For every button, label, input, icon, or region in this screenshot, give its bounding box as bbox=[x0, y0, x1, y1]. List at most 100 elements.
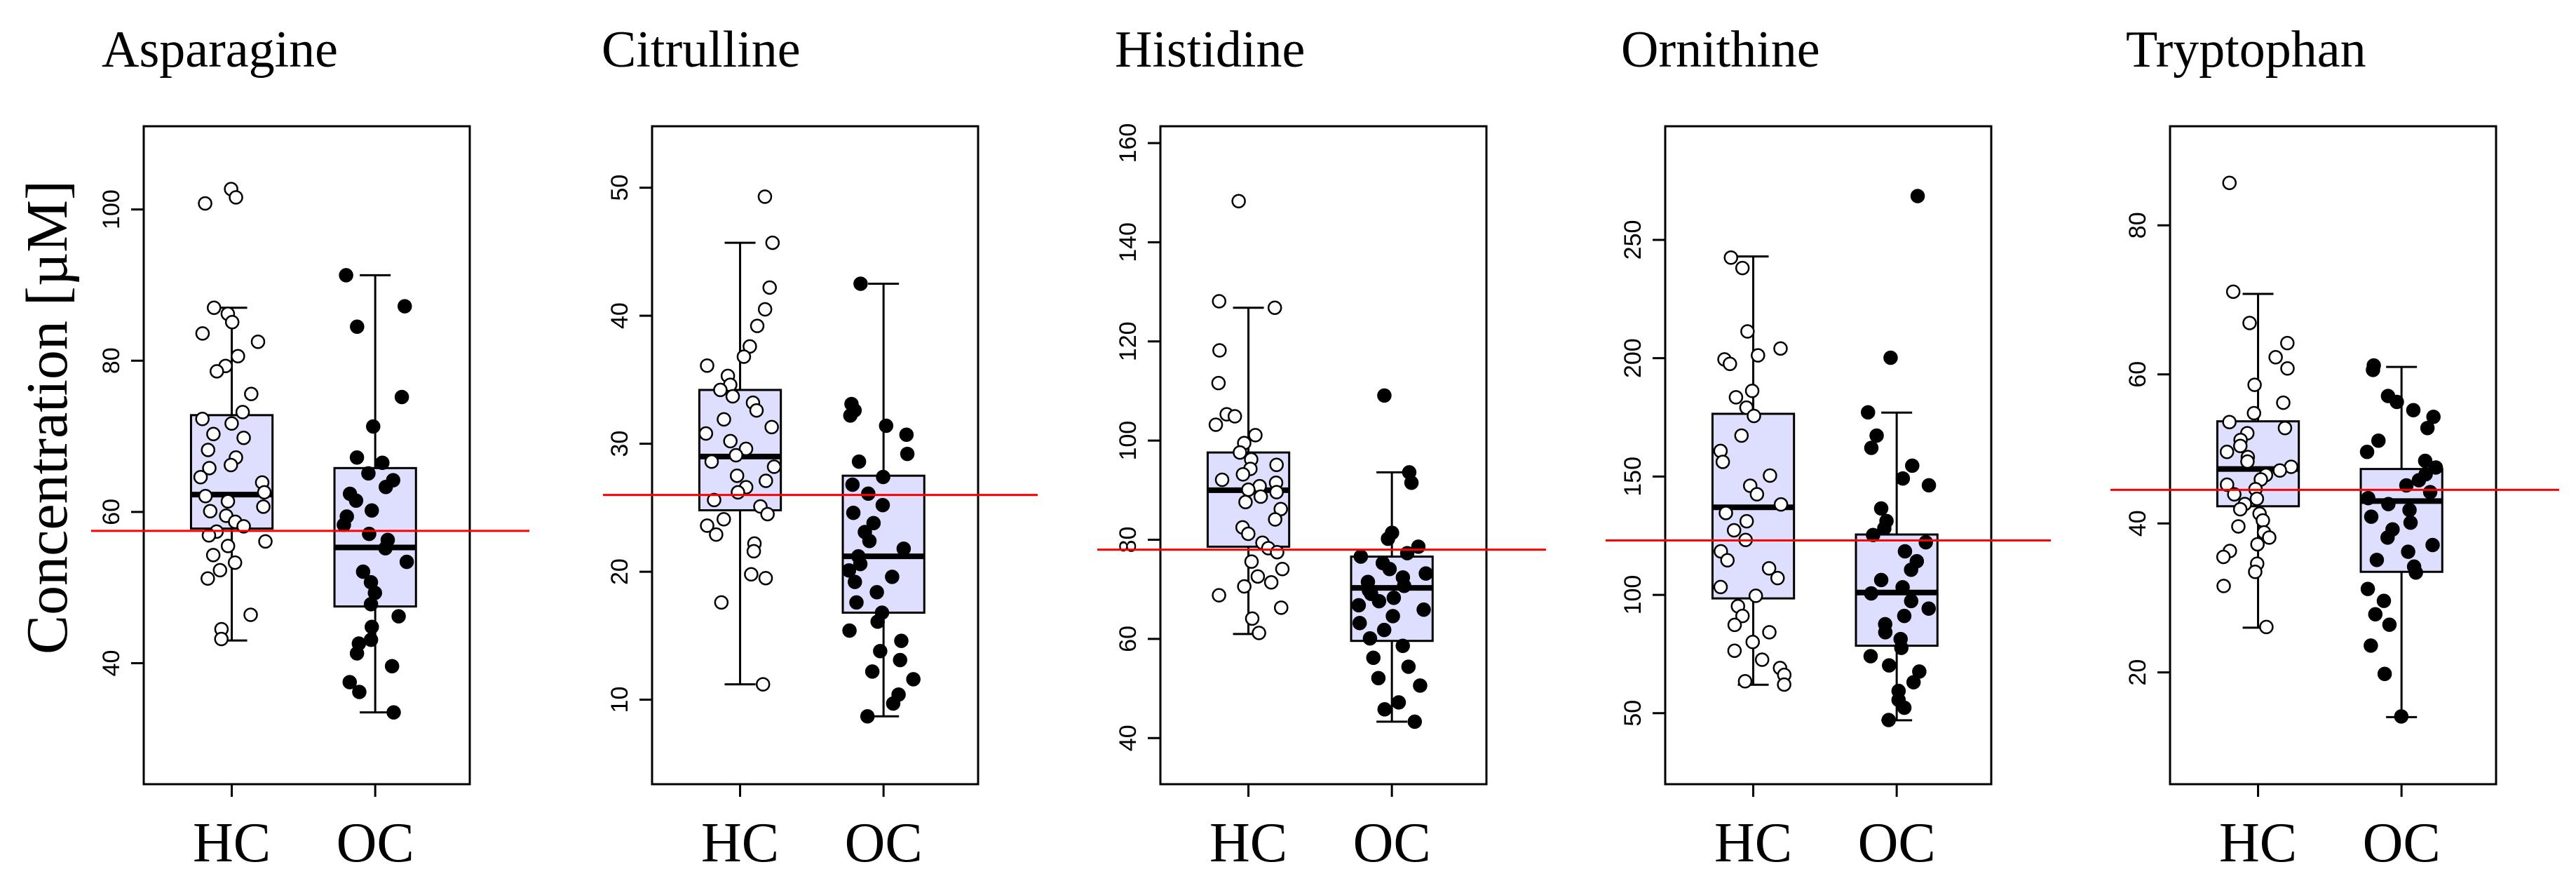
data-point bbox=[1241, 526, 1256, 541]
data-point bbox=[2256, 513, 2270, 528]
data-point bbox=[1882, 658, 1897, 673]
data-point bbox=[860, 709, 875, 724]
data-point bbox=[1253, 489, 1268, 504]
data-point bbox=[2276, 395, 2291, 410]
data-point bbox=[2248, 564, 2263, 579]
data-point bbox=[2425, 537, 2440, 553]
data-point bbox=[2420, 420, 2435, 436]
data-point bbox=[206, 426, 221, 442]
data-point bbox=[2381, 497, 2396, 511]
data-point bbox=[1371, 671, 1386, 685]
data-point bbox=[1235, 466, 1251, 482]
data-point bbox=[1270, 544, 1284, 560]
data-point bbox=[1391, 695, 1406, 710]
data-point bbox=[2380, 530, 2395, 545]
data-point bbox=[1895, 471, 1911, 486]
data-point bbox=[231, 349, 245, 364]
y-tick-label: 20 bbox=[2124, 659, 2151, 686]
data-point bbox=[257, 485, 272, 500]
data-point bbox=[1754, 652, 1770, 667]
data-point bbox=[1351, 598, 1367, 613]
x-tick-label: OC bbox=[1858, 812, 1936, 874]
data-point bbox=[375, 455, 390, 471]
box-hc bbox=[1711, 255, 1796, 686]
data-point bbox=[379, 480, 393, 495]
data-point bbox=[229, 190, 243, 205]
data-point bbox=[1763, 468, 1777, 483]
data-point bbox=[707, 492, 721, 508]
data-point bbox=[212, 563, 228, 578]
data-point bbox=[235, 405, 250, 419]
data-point bbox=[337, 517, 351, 532]
data-point bbox=[757, 302, 773, 317]
data-point bbox=[1252, 626, 1266, 640]
points-oc bbox=[841, 276, 921, 724]
data-point bbox=[698, 426, 714, 441]
data-point bbox=[1416, 602, 1431, 617]
data-point bbox=[865, 664, 880, 679]
data-point bbox=[2371, 433, 2386, 448]
data-point bbox=[1727, 617, 1742, 633]
panel-title: Ornithine bbox=[1621, 21, 1820, 79]
data-point bbox=[363, 632, 379, 647]
data-point bbox=[861, 486, 876, 501]
y-tick-label: 40 bbox=[1115, 725, 1141, 751]
data-point bbox=[1382, 561, 1397, 577]
data-point bbox=[755, 677, 771, 692]
data-point bbox=[1719, 506, 1733, 520]
data-point bbox=[2426, 410, 2441, 424]
data-point bbox=[894, 633, 909, 648]
data-point bbox=[2403, 515, 2418, 530]
data-point bbox=[1274, 600, 1289, 615]
data-point bbox=[195, 326, 210, 341]
x-tick-label: OC bbox=[1353, 812, 1431, 874]
x-tick-label: HC bbox=[1209, 812, 1287, 874]
data-point bbox=[851, 454, 867, 469]
data-point bbox=[1723, 250, 1739, 265]
y-tick-label: 100 bbox=[1115, 421, 1141, 461]
data-point bbox=[1208, 417, 1223, 432]
panel-tryptophan: Tryptophan 20 40 60 80 HC OC bbox=[2110, 21, 2559, 874]
y-tick-label: 150 bbox=[1620, 457, 1646, 497]
data-point bbox=[1720, 553, 1735, 568]
data-point bbox=[1912, 664, 1927, 679]
data-point bbox=[1362, 631, 1378, 646]
y-tick-label: 50 bbox=[1620, 700, 1646, 727]
data-point bbox=[1377, 702, 1392, 717]
data-point bbox=[1227, 409, 1242, 424]
data-point bbox=[1263, 575, 1279, 590]
data-point bbox=[725, 389, 740, 404]
data-point bbox=[700, 358, 714, 373]
data-point bbox=[1381, 531, 1395, 546]
data-point bbox=[2368, 607, 2383, 622]
data-point bbox=[349, 646, 365, 661]
data-point bbox=[1726, 523, 1742, 538]
data-point bbox=[1248, 428, 1263, 443]
data-point bbox=[348, 493, 364, 508]
data-point bbox=[1777, 677, 1791, 692]
data-point bbox=[2259, 619, 2274, 635]
x-tick-label: HC bbox=[193, 812, 271, 874]
data-point bbox=[899, 427, 914, 443]
data-point bbox=[736, 349, 752, 364]
data-point bbox=[738, 441, 754, 457]
data-point bbox=[236, 519, 251, 534]
data-point bbox=[1744, 383, 1760, 398]
y-axis-label: Concentration [µM] bbox=[15, 180, 80, 654]
data-point bbox=[355, 564, 371, 579]
plot-frame bbox=[142, 125, 471, 786]
data-point bbox=[2277, 420, 2293, 436]
points-hc bbox=[1713, 250, 1792, 692]
data-point bbox=[1275, 561, 1290, 577]
y-tick-label: 60 bbox=[1115, 626, 1141, 652]
data-point bbox=[195, 411, 210, 426]
data-point bbox=[849, 595, 864, 610]
plot-frame bbox=[1664, 125, 1993, 786]
data-point bbox=[1861, 405, 1876, 420]
panel-asparagine: Asparagine 40 60 80 100 HC OC bbox=[91, 21, 529, 874]
y-tick-label: 50 bbox=[606, 175, 633, 201]
data-point bbox=[873, 643, 888, 659]
data-point bbox=[2216, 549, 2231, 565]
points-oc bbox=[337, 268, 414, 720]
data-point bbox=[236, 430, 251, 445]
